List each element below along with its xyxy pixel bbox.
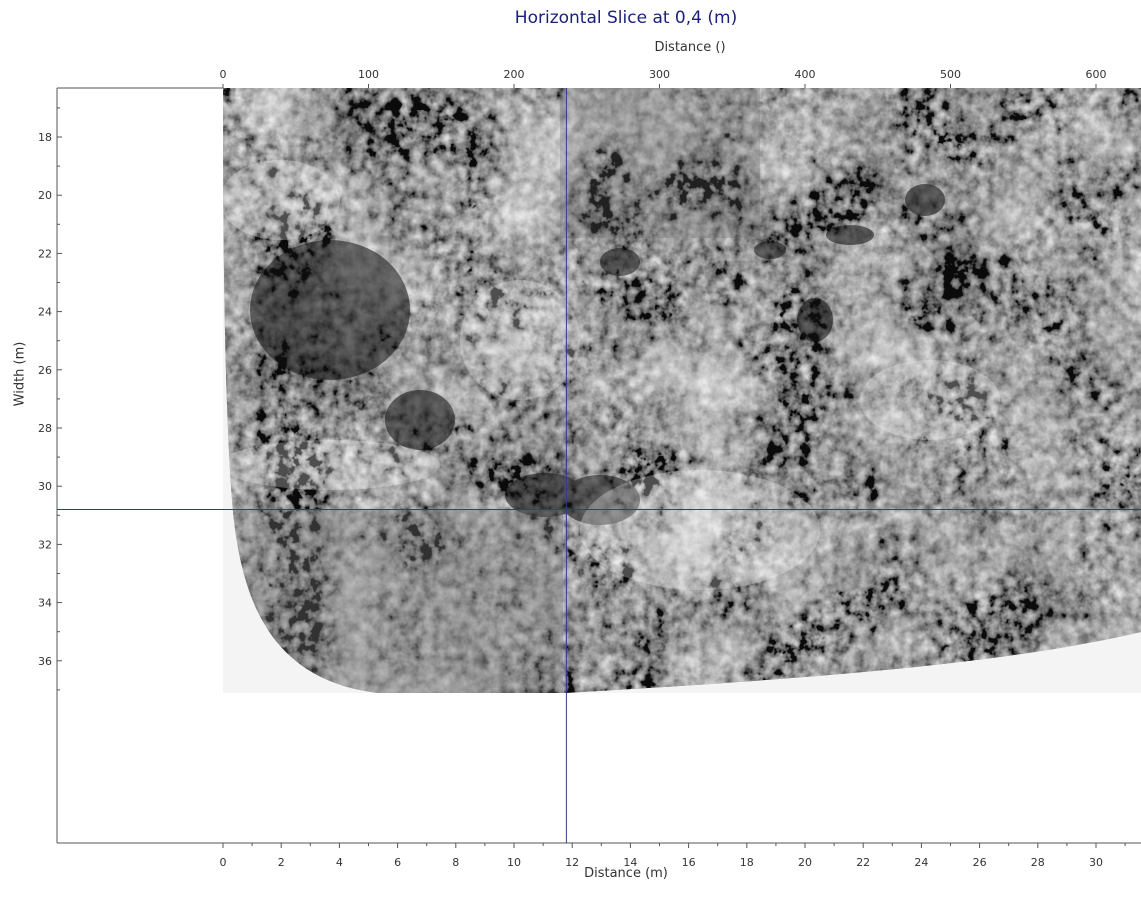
bottom-tick-label: 28 xyxy=(1031,856,1045,869)
bottom-tick-label: 8 xyxy=(452,856,459,869)
left-tick-label: 34 xyxy=(38,597,52,610)
bottom-tick-label: 2 xyxy=(278,856,285,869)
left-tick-label: 20 xyxy=(38,189,52,202)
top-tick-label: 300 xyxy=(649,68,670,81)
bottom-tick-label: 20 xyxy=(798,856,812,869)
top-axis-ticks: 0 100 200 300 400 500 600 xyxy=(220,68,1107,88)
left-tick-label: 28 xyxy=(38,422,52,435)
bottom-tick-label: 10 xyxy=(507,856,521,869)
bottom-tick-label: 14 xyxy=(623,856,637,869)
bottom-tick-label: 24 xyxy=(914,856,928,869)
left-tick-label: 32 xyxy=(38,538,52,551)
top-tick-label: 100 xyxy=(358,68,379,81)
top-tick-label: 400 xyxy=(795,68,816,81)
radargram-image xyxy=(223,88,1141,693)
left-tick-label: 36 xyxy=(38,655,52,668)
left-tick-label: 22 xyxy=(38,247,52,260)
bottom-tick-label: 12 xyxy=(565,856,579,869)
bottom-tick-label: 0 xyxy=(220,856,227,869)
bottom-tick-label: 30 xyxy=(1089,856,1103,869)
bottom-tick-label: 26 xyxy=(973,856,987,869)
bottom-axis-ticks: 0 2 4 6 8 10 12 14 16 18 20 22 24 26 28 30 xyxy=(220,843,1126,869)
chart-title: Horizontal Slice at 0,4 (m) xyxy=(514,8,738,28)
top-axis-label: Distance () xyxy=(654,40,726,55)
top-tick-label: 500 xyxy=(940,68,961,81)
left-axis-ticks: 18 20 22 24 26 28 30 32 34 36 xyxy=(38,107,62,691)
left-tick-label: 18 xyxy=(38,131,52,144)
bottom-axis-label: Distance (m) xyxy=(584,866,668,881)
bottom-tick-label: 6 xyxy=(394,856,401,869)
top-tick-label: 600 xyxy=(1086,68,1107,81)
bottom-tick-label: 4 xyxy=(336,856,343,869)
left-tick-label: 30 xyxy=(38,480,52,493)
bottom-tick-label: 16 xyxy=(682,856,696,869)
left-tick-label: 26 xyxy=(38,364,52,377)
bottom-tick-label: 18 xyxy=(740,856,754,869)
top-tick-label: 0 xyxy=(220,68,227,81)
top-tick-label: 200 xyxy=(504,68,525,81)
left-tick-label: 24 xyxy=(38,306,52,319)
bottom-tick-label: 22 xyxy=(856,856,870,869)
